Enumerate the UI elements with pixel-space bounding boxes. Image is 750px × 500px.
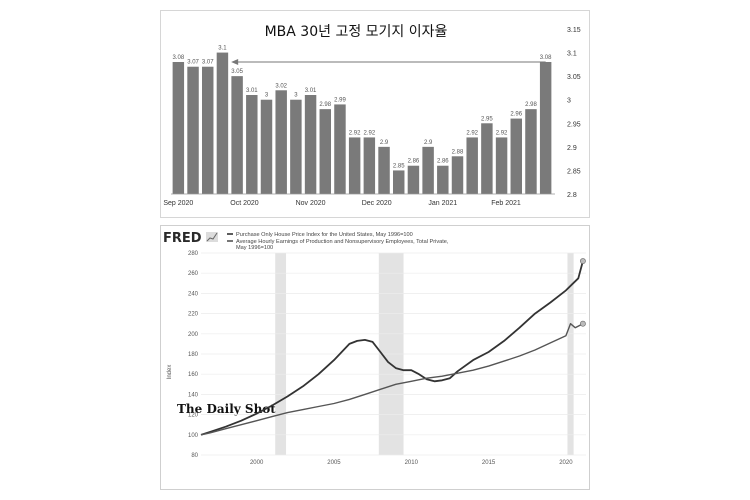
bar-20 xyxy=(466,137,478,194)
bar-value-label-14: 2.9 xyxy=(380,140,389,146)
y-tick-label-5: 2.9 xyxy=(567,145,577,152)
y-tick-label-0: 3.15 xyxy=(567,27,581,34)
x-tick-label-2: 2010 xyxy=(405,460,419,466)
bar-value-label-6: 3 xyxy=(265,93,269,99)
bar-value-label-21: 2.95 xyxy=(481,116,493,122)
bar-value-label-5: 3.01 xyxy=(246,88,258,94)
bar-value-label-22: 2.92 xyxy=(496,130,508,136)
y-tick-label-3: 220 xyxy=(188,312,199,318)
legend-series-0-label: Purchase Only House Price Index for the … xyxy=(236,232,413,238)
bar-12 xyxy=(348,137,361,194)
legend: Purchase Only House Price Index for the … xyxy=(227,232,449,251)
bar-4 xyxy=(231,76,243,194)
y-tick-label-4: 2.95 xyxy=(567,121,581,128)
y-tick-label-6: 160 xyxy=(188,372,199,378)
y-axis-label: Index xyxy=(167,365,173,380)
bar-value-label-17: 2.9 xyxy=(424,140,433,146)
bar-1 xyxy=(187,66,199,194)
fred-line-chart-panel: FRED Purchase Only House Price Index for… xyxy=(160,225,590,490)
the-daily-shot-watermark: The Daily Shot xyxy=(177,402,276,416)
bar-2 xyxy=(202,66,214,194)
x-tick-label-4: Jan 2021 xyxy=(428,200,457,207)
x-tick-label-0: 2000 xyxy=(250,460,264,466)
bar-value-label-2: 3.07 xyxy=(202,60,214,66)
bar-11 xyxy=(334,104,346,194)
series-end-marker-1 xyxy=(580,320,586,327)
bar-value-label-25: 3.08 xyxy=(540,55,552,61)
bar-14 xyxy=(378,146,390,194)
bar-value-label-1: 3.07 xyxy=(187,60,199,66)
bar-value-label-9: 3.01 xyxy=(305,88,317,94)
bar-value-label-23: 2.96 xyxy=(510,112,522,118)
bar-13 xyxy=(363,137,376,194)
mortgage-rate-bar-chart: MBA 30년 고정 모기지 이자율 3.083.07 3.073.13.053.… xyxy=(163,24,581,207)
y-tick-label-4: 200 xyxy=(188,332,199,338)
chart-line-icon xyxy=(206,232,218,242)
fred-logo: FRED xyxy=(163,231,202,246)
x-tick-label-1: Oct 2020 xyxy=(230,200,259,207)
bar-value-label-10: 2.98 xyxy=(319,102,331,108)
bar-3 xyxy=(216,52,229,195)
bar-value-label-4: 3.05 xyxy=(231,69,243,75)
bar-value-label-15: 2.85 xyxy=(393,163,405,169)
series-line-1 xyxy=(200,322,584,436)
y-tick-label-3: 3 xyxy=(567,98,571,105)
bar-21 xyxy=(481,123,493,194)
bar-8 xyxy=(290,99,302,194)
bar-7 xyxy=(275,90,287,194)
x-tick-label-1: 2005 xyxy=(327,460,341,466)
bar-value-label-19: 2.88 xyxy=(452,149,464,155)
bar-value-label-18: 2.86 xyxy=(437,159,449,165)
bar-value-label-0: 3.08 xyxy=(173,55,185,61)
bar-value-label-12: 2.92 xyxy=(349,130,361,136)
y-tick-label-2: 240 xyxy=(188,291,199,297)
bar-value-label-3: 3.1 xyxy=(218,46,227,52)
mortgage-rate-chart-panel: MBA 30년 고정 모기지 이자율 3.08 3.07 3.07 3.1 3.05 3.… xyxy=(160,10,590,218)
x-tick-label-3: Dec 2020 xyxy=(362,200,392,207)
bar-6 xyxy=(260,99,273,194)
y-tick-label-10: 80 xyxy=(191,453,198,459)
bar-22 xyxy=(495,137,508,194)
bar-value-label-11: 2.99 xyxy=(334,97,346,103)
x-tick-label-0: Sep 2020 xyxy=(163,200,193,207)
series-end-marker-0 xyxy=(580,258,586,264)
bar-value-label-7: 3.02 xyxy=(275,83,287,89)
bar-24 xyxy=(525,109,537,194)
annotation-arrow-head xyxy=(231,59,239,65)
bar-value-label-13: 2.92 xyxy=(364,130,376,136)
bar-value-label-20: 2.92 xyxy=(466,130,478,136)
bar-value-label-8: 3 xyxy=(294,93,298,99)
bar-5 xyxy=(246,95,258,194)
y-tick-label-7: 140 xyxy=(188,392,199,398)
legend-series-1-label: Average Hourly Earnings of Production an… xyxy=(236,239,449,251)
bar-0 xyxy=(172,62,185,194)
y-tick-label-0: 280 xyxy=(188,251,199,257)
y-tick-label-9: 100 xyxy=(188,433,199,439)
series-line-0 xyxy=(200,260,584,436)
bar-25 xyxy=(539,62,552,194)
bar-value-label-24: 2.98 xyxy=(525,102,537,108)
y-tick-label-8: 120 xyxy=(188,413,199,419)
fred-line-chart: FRED Purchase Only House Price Index for… xyxy=(163,231,586,466)
bar-value-label-16: 2.86 xyxy=(408,159,420,165)
bar-17 xyxy=(422,146,434,194)
y-tick-label-2: 3.05 xyxy=(567,74,581,81)
y-tick-label-7: 2.8 xyxy=(567,192,577,199)
bar-15 xyxy=(393,170,405,194)
bar-9 xyxy=(304,95,317,194)
bar-23 xyxy=(510,118,522,194)
y-tick-label-5: 180 xyxy=(188,352,199,358)
bar-10 xyxy=(319,109,331,194)
x-tick-label-4: 2020 xyxy=(559,460,573,466)
y-tick-label-1: 3.1 xyxy=(567,51,577,58)
x-tick-label-3: 2015 xyxy=(482,460,496,466)
bar-16 xyxy=(407,165,420,194)
bar-18 xyxy=(437,165,449,194)
chart-title: MBA 30년 고정 모기지 이자율 xyxy=(265,24,448,40)
x-tick-label-5: Feb 2021 xyxy=(491,200,521,207)
bar-19 xyxy=(451,156,464,194)
y-tick-label-1: 260 xyxy=(188,271,199,277)
y-tick-label-6: 2.85 xyxy=(567,168,581,175)
x-tick-label-2: Nov 2020 xyxy=(296,200,326,207)
